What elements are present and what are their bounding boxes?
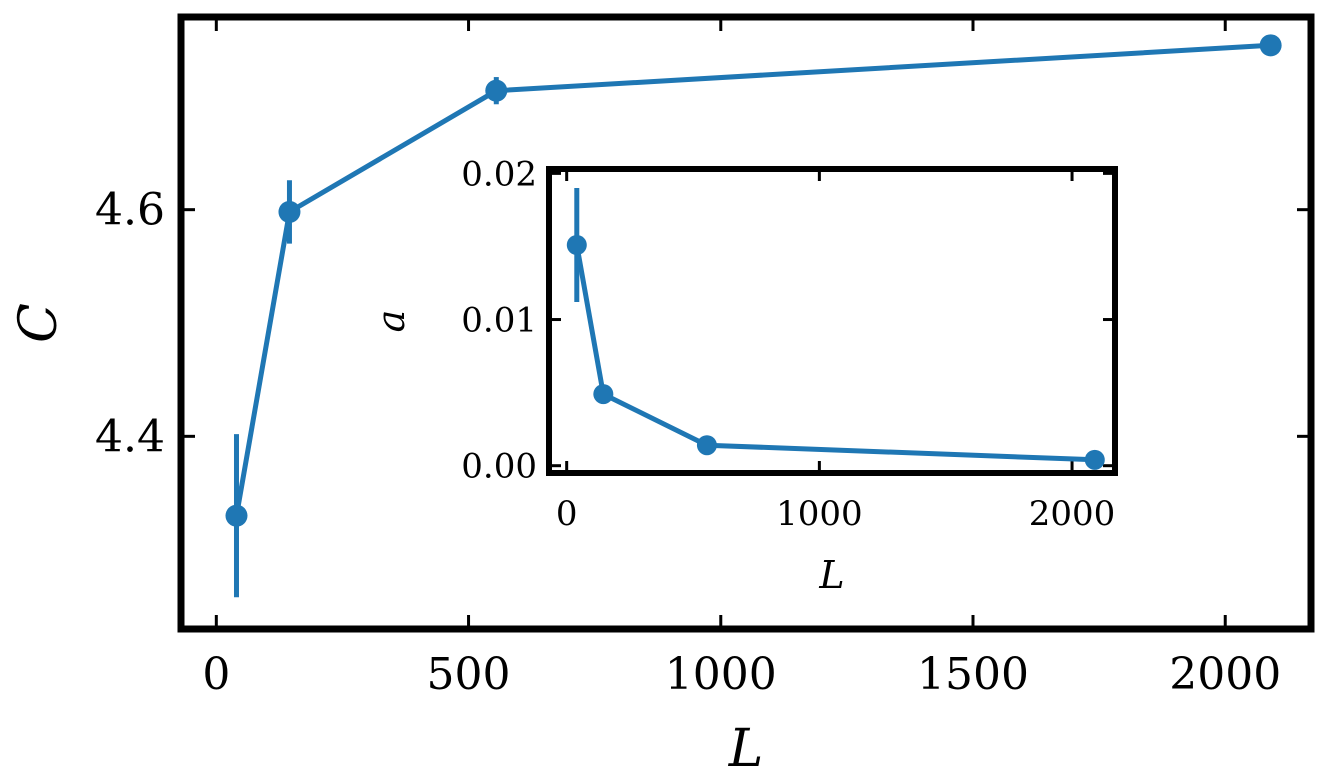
main-x-tick-label: 1000 — [665, 649, 777, 700]
inset-data-point — [1084, 449, 1105, 470]
main-x-tick-label: 2000 — [1169, 649, 1281, 700]
inset-y-tick-label: 0.01 — [461, 301, 537, 341]
inset-series-line — [574, 244, 1095, 463]
inset-chart: 0 1000 2000 0.00 0.01 0.02 La — [369, 154, 1118, 597]
main-chart: 0 500 1000 1500 2000 4.4 4.6 L C — [9, 13, 1315, 779]
inset-data-point — [696, 435, 717, 456]
main-y-axis-label: C — [9, 303, 69, 343]
inset-data-point — [566, 235, 587, 255]
inset-x-tick-label: 0 — [556, 494, 578, 534]
main-data-point — [485, 79, 508, 102]
inset-data-point — [593, 384, 614, 405]
main-frame — [177, 13, 1315, 633]
main-x-tick-label: 0 — [202, 649, 230, 700]
main-data-point — [1259, 34, 1282, 57]
inset-y-tick-label: 0.02 — [461, 154, 537, 194]
main-y-tick-label: 4.4 — [95, 411, 165, 462]
main-data-point — [225, 504, 248, 527]
main-x-tick-label: 1500 — [917, 649, 1029, 700]
inset-frame — [546, 166, 1118, 476]
inset-background — [549, 169, 1115, 473]
inset-y-tick-label: 0.00 — [461, 447, 537, 487]
inset-x-tick-label: 1000 — [776, 494, 863, 534]
inset-x-axis-label: L — [818, 553, 844, 597]
inset-y-axis-label: a — [369, 310, 413, 333]
main-y-tick-label: 4.6 — [95, 185, 165, 236]
main-series-line — [234, 42, 1271, 517]
inset-x-tick-label: 2000 — [1029, 494, 1116, 534]
main-data-point — [278, 200, 301, 223]
main-x-tick-label: 500 — [427, 649, 511, 700]
main-x-axis-label: L — [728, 719, 764, 779]
